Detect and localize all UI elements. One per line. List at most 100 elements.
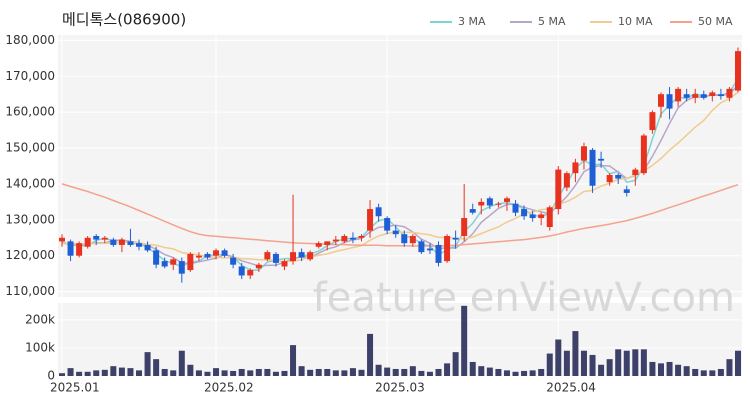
candle-body	[589, 149, 596, 186]
candle-body	[683, 94, 690, 98]
candle-body	[615, 174, 622, 179]
legend-label: 3 MA	[458, 15, 486, 28]
candle-body	[726, 88, 733, 98]
volume-tick-label: 100k	[25, 340, 55, 354]
volume-bar	[221, 370, 228, 376]
candle-body	[195, 255, 202, 258]
candle-body	[332, 239, 339, 242]
volume-bar	[555, 339, 562, 376]
candle-body	[341, 235, 348, 242]
volume-bar	[598, 364, 605, 376]
price-panel	[58, 35, 742, 297]
volume-bar	[538, 368, 545, 376]
moving-average-line	[61, 183, 739, 247]
volume-bar	[401, 368, 408, 376]
volume-bar	[272, 371, 279, 376]
volume-bar	[238, 368, 245, 376]
candle-body	[495, 203, 502, 205]
volume-bar	[486, 367, 493, 376]
candle-body	[272, 253, 279, 263]
y-tick-label: 120,000	[5, 248, 55, 262]
volume-bar	[195, 370, 202, 376]
volume-bar	[298, 366, 305, 376]
candle-body	[598, 158, 605, 161]
candle-body	[692, 94, 699, 98]
candle-body	[315, 243, 322, 247]
candle-body	[118, 239, 125, 245]
volume-bar	[675, 364, 682, 376]
volume-bar	[384, 367, 391, 376]
candle-body	[384, 218, 391, 231]
volume-tick-label: 0	[47, 369, 55, 383]
volume-bar	[230, 370, 237, 376]
volume-bar	[683, 366, 690, 376]
volume-bar	[529, 370, 536, 376]
volume-bar	[580, 350, 587, 376]
candle-body	[324, 241, 331, 245]
volume-bar	[375, 364, 382, 376]
y-tick-label: 150,000	[5, 141, 55, 155]
candle-body	[178, 261, 185, 274]
candle-body	[76, 243, 83, 256]
volume-bar	[709, 370, 716, 376]
volume-bar	[444, 363, 451, 376]
volume-bar	[178, 350, 185, 376]
candle-body	[426, 248, 433, 251]
candle-body	[367, 209, 374, 231]
candle-body	[529, 214, 536, 219]
candle-body	[657, 94, 664, 107]
candle-body	[298, 252, 305, 258]
candle-body	[555, 169, 562, 210]
candle-body	[649, 112, 656, 131]
candle-body	[101, 237, 108, 240]
volume-bar	[606, 359, 613, 376]
candle-body	[204, 253, 211, 258]
volume-bar	[435, 368, 442, 376]
candle-body	[717, 94, 724, 97]
volume-bar	[521, 370, 528, 376]
volume-bar	[76, 371, 83, 376]
x-tick-label: 2025.01	[50, 381, 100, 395]
candle-body	[84, 237, 91, 247]
volume-bar	[144, 352, 151, 376]
volume-bar	[170, 370, 177, 376]
volume-bar	[418, 370, 425, 376]
volume-bar	[59, 373, 65, 376]
candle-body	[161, 261, 168, 267]
candle-body	[675, 88, 682, 102]
candle-body	[452, 237, 459, 240]
y-tick-label: 110,000	[5, 284, 55, 298]
candle-body	[632, 169, 639, 175]
volume-bar	[118, 367, 125, 376]
moving-average-line	[61, 84, 739, 267]
candle-body	[307, 252, 314, 260]
legend-label: 10 MA	[618, 15, 653, 28]
volume-bar	[349, 368, 356, 376]
candle-body	[392, 230, 399, 235]
candle-body	[230, 257, 237, 265]
candle-body	[486, 198, 493, 206]
candle-body	[187, 253, 194, 271]
y-tick-label: 170,000	[5, 69, 55, 83]
candle-body	[700, 94, 707, 98]
volume-bar	[247, 370, 254, 376]
volume-bar	[452, 352, 459, 376]
volume-bar	[204, 371, 211, 376]
grid	[58, 35, 742, 377]
x-tick-label: 2025.02	[204, 381, 254, 395]
y-tick-label: 180,000	[5, 33, 55, 47]
candle-body	[264, 252, 271, 260]
candle-body	[512, 203, 519, 213]
volume-bar	[632, 349, 639, 376]
candle-body	[418, 241, 425, 253]
candle-body	[144, 244, 151, 251]
volume-bar	[101, 369, 108, 376]
volume-bar	[572, 331, 579, 376]
y-tick-label: 160,000	[5, 105, 55, 119]
volume-bar	[469, 361, 476, 376]
volume-bar	[717, 368, 724, 376]
volume-bar	[307, 369, 314, 376]
volume-bar	[700, 370, 707, 376]
volume-bar	[512, 371, 519, 376]
chart-title: 메디톡스(086900)	[62, 11, 186, 29]
